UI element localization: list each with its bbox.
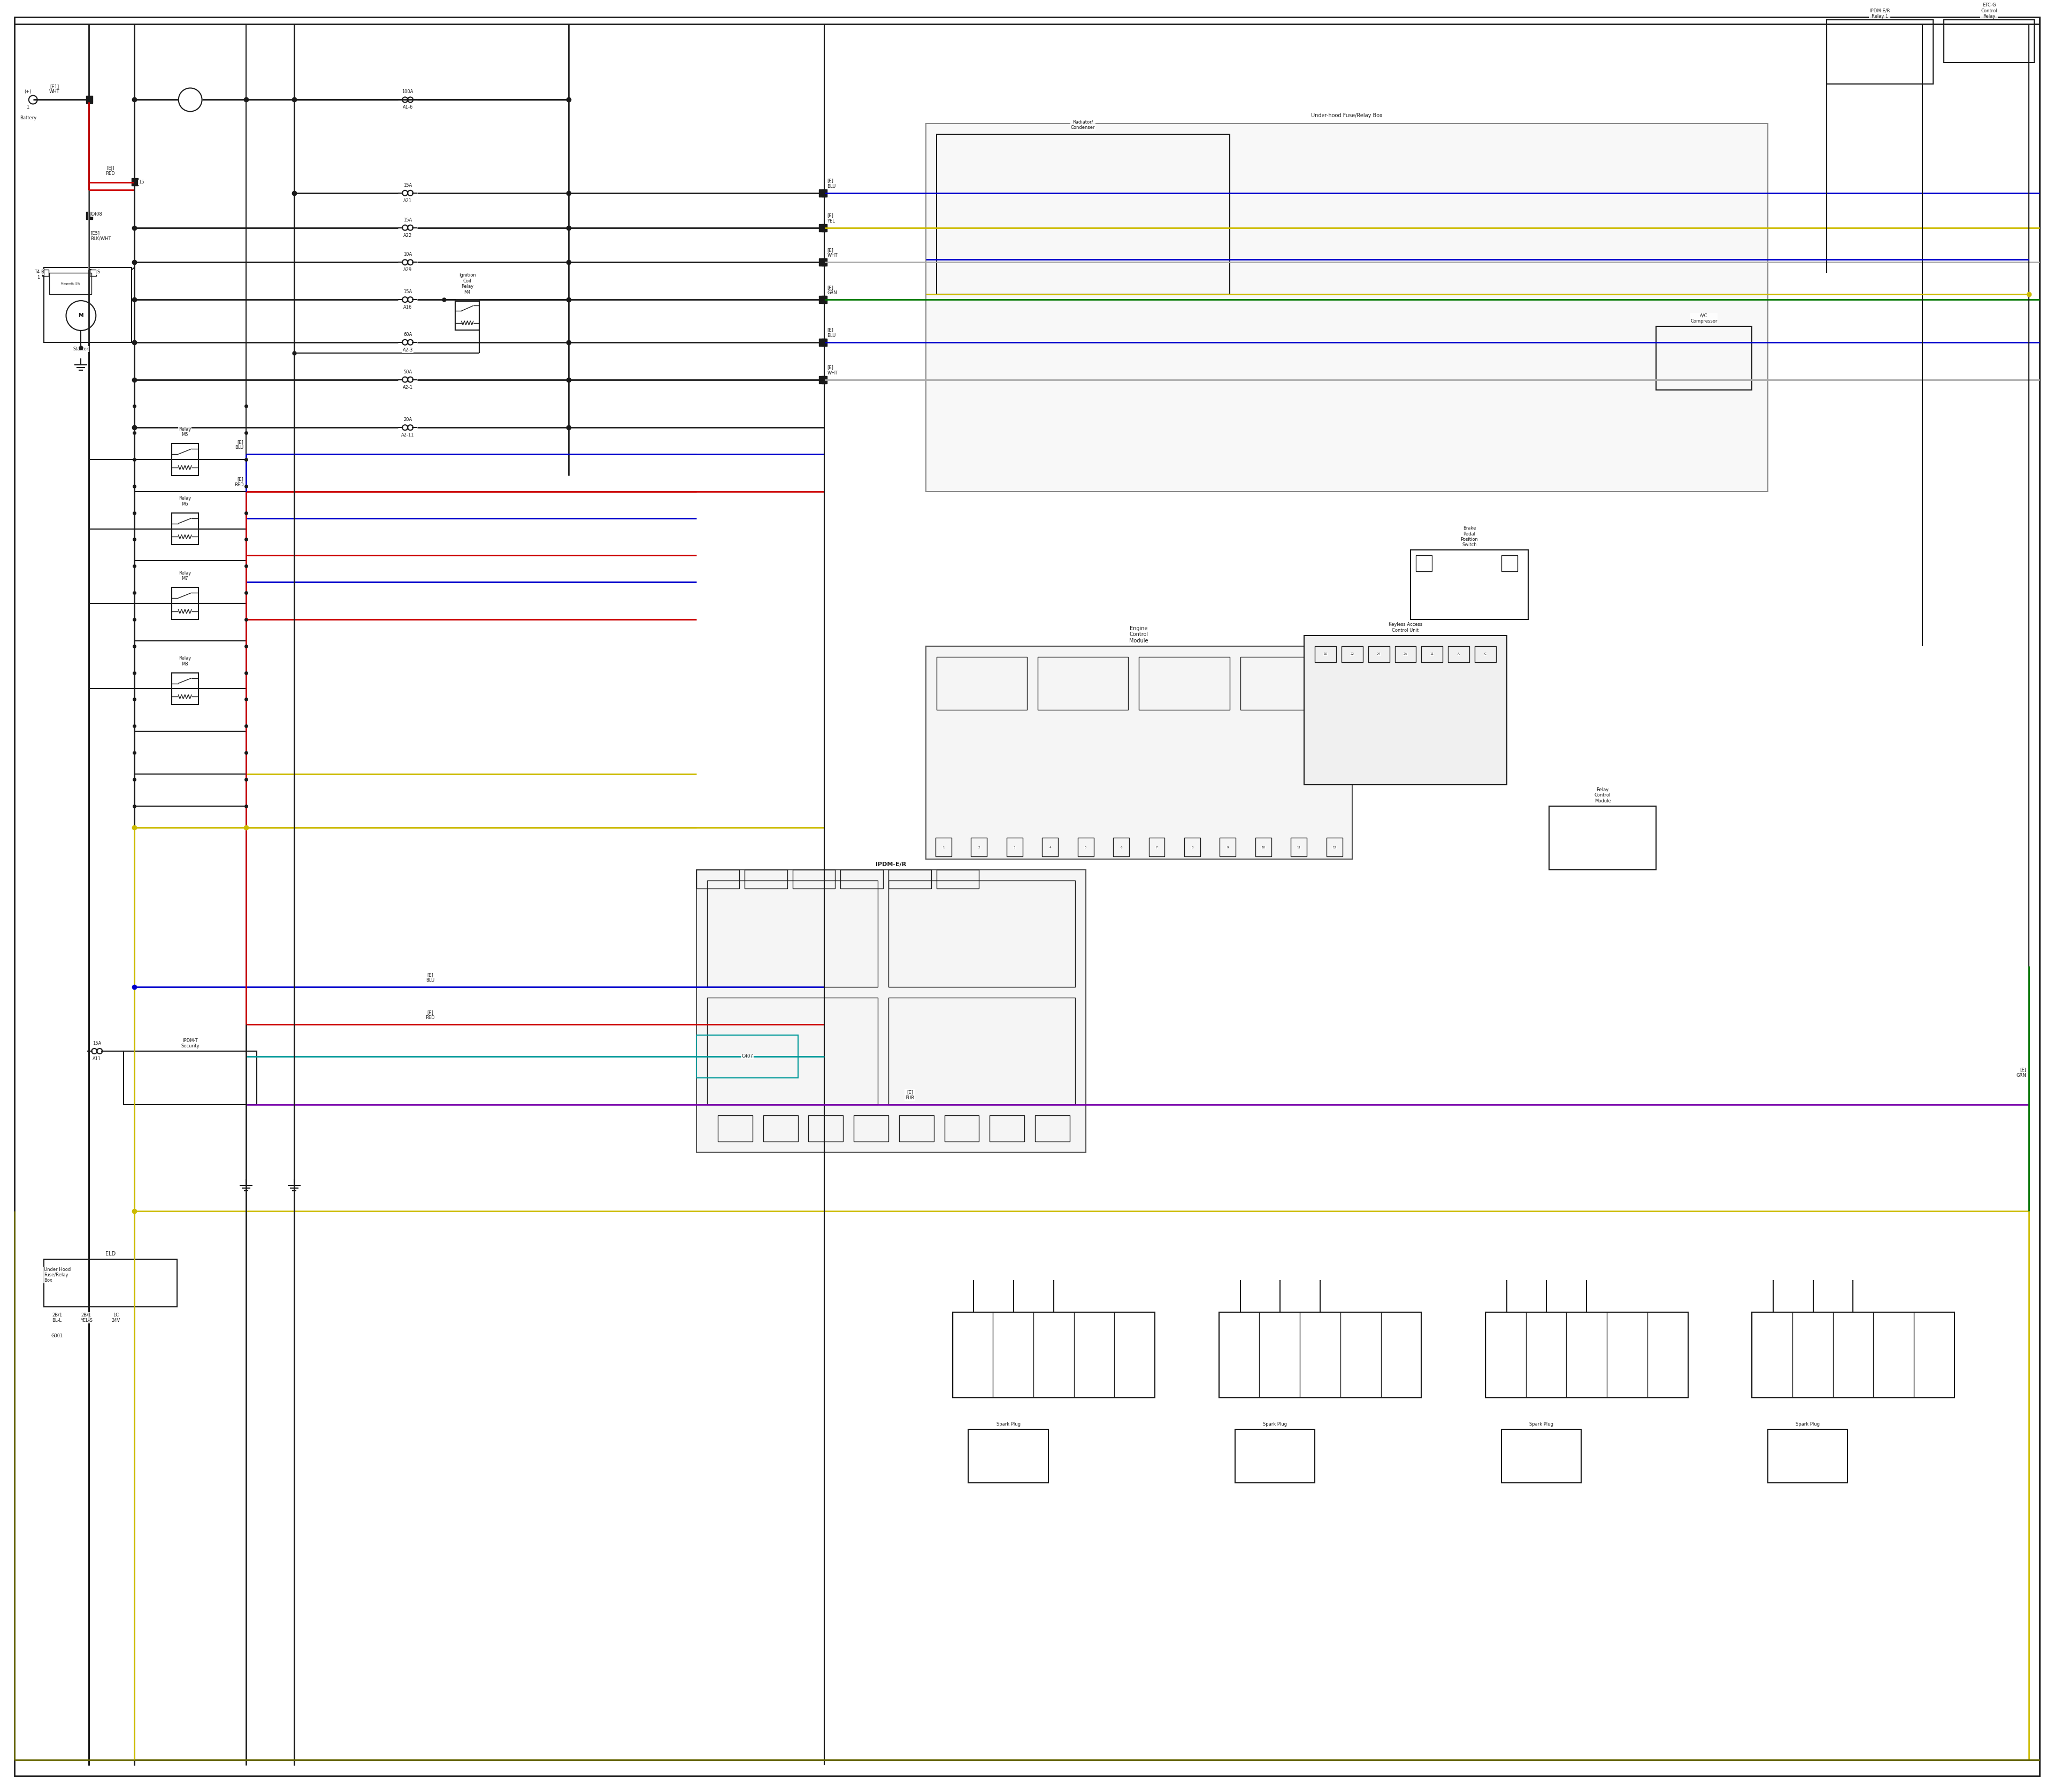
Bar [820,224,826,231]
Bar [707,998,877,1104]
Bar [43,1260,177,1306]
Text: C408: C408 [90,211,103,217]
Bar [889,998,1074,1104]
Text: Magnetic SW: Magnetic SW [62,283,80,285]
Text: A11: A11 [92,1057,101,1061]
Text: G001: G001 [51,1333,64,1339]
Text: 100A: 100A [403,90,413,95]
Bar [1148,839,1165,857]
Bar [1501,1430,1582,1482]
Text: [E]
BLU: [E] BLU [234,439,244,450]
Bar [820,258,826,265]
Bar [889,869,930,889]
Text: Battery: Battery [21,116,37,120]
Text: 15A: 15A [403,290,413,294]
Bar [1943,20,2033,63]
Text: Starter: Starter [74,346,88,351]
Text: 1: 1 [27,106,29,109]
Text: Relay
M5: Relay M5 [179,426,191,437]
Bar [935,839,951,857]
Text: A21: A21 [403,199,413,202]
Bar [972,839,988,857]
Text: 2B/1
BL-L: 2B/1 BL-L [51,1312,62,1322]
Bar [696,869,1087,1152]
Bar [820,339,826,346]
Bar [822,376,828,383]
Text: 11: 11 [1296,846,1300,849]
Text: A29: A29 [403,267,413,272]
Text: 20A: 20A [403,418,413,423]
Bar [1035,1115,1070,1142]
Bar [1234,1430,1315,1482]
Text: [E]
YEL: [E] YEL [828,213,836,224]
Bar [822,296,828,303]
Bar [1411,550,1528,620]
Bar [822,258,828,265]
Bar [1501,556,1518,572]
Bar [1255,839,1271,857]
Bar [744,869,787,889]
Text: Under-hood Fuse/Relay Box: Under-hood Fuse/Relay Box [1310,113,1382,118]
Text: Keyless Access
Control Unit: Keyless Access Control Unit [1389,622,1421,633]
Text: [E]
WHT: [E] WHT [828,366,838,375]
Text: A/C
Compressor: A/C Compressor [1690,314,1717,324]
Text: A2-3: A2-3 [403,348,413,353]
Text: [E]
PUR: [E] PUR [906,1090,914,1100]
Bar [900,1115,935,1142]
Text: [E]
RED: [E] RED [425,1011,435,1020]
Text: [E]
GRN: [E] GRN [2017,1068,2027,1077]
Bar [926,647,1352,858]
Text: [E]
BLU: [E] BLU [828,179,836,188]
Bar [1290,839,1306,857]
Bar [1475,647,1495,661]
Text: [EJ]
RED: [EJ] RED [105,165,115,176]
Bar [967,1430,1048,1482]
Text: Ignition
Coil
Relay
M4: Ignition Coil Relay M4 [458,272,477,294]
Text: 60A: 60A [403,332,413,337]
Text: IPDM-E/R: IPDM-E/R [875,862,906,867]
Text: 15A: 15A [403,183,413,188]
Bar [764,1115,797,1142]
Text: A1-6: A1-6 [403,106,413,109]
Text: 12: 12 [1333,846,1337,849]
Bar [820,376,826,383]
Text: 1: 1 [37,274,39,280]
Bar [1037,656,1128,710]
Bar [945,1115,980,1142]
Bar [926,124,1768,491]
Bar [854,1115,889,1142]
Bar [1138,656,1230,710]
Bar [1078,839,1093,857]
Text: A2-1: A2-1 [403,385,413,389]
Text: 10: 10 [1261,846,1265,849]
Bar [41,271,49,276]
Bar [1826,20,1933,84]
Bar [1415,556,1432,572]
Bar [86,211,92,219]
Text: [E5]
BLK/WHT: [E5] BLK/WHT [90,231,111,240]
Bar [1006,839,1023,857]
Text: 50A: 50A [403,369,413,375]
Bar [173,444,199,475]
Text: [E]
WHT: [E] WHT [828,247,838,258]
Bar [1218,1312,1421,1398]
Bar [1549,806,1656,869]
Bar [1752,1312,1953,1398]
Bar [456,301,479,330]
Bar [1368,647,1389,661]
Text: Brake
Pedal
Position
Switch: Brake Pedal Position Switch [1460,527,1479,548]
Bar [1395,647,1415,661]
Bar [173,513,199,545]
Bar [820,190,826,197]
Bar [1656,326,1752,391]
Bar [173,672,199,704]
Bar [990,1115,1025,1142]
Bar [822,339,828,346]
Bar [707,880,877,987]
Bar [1304,636,1508,785]
Bar [131,177,138,186]
Bar [953,1312,1154,1398]
Bar [937,134,1230,294]
Text: IPDM-E/R
Relay 1: IPDM-E/R Relay 1 [1869,9,1890,18]
Bar [1341,647,1362,661]
